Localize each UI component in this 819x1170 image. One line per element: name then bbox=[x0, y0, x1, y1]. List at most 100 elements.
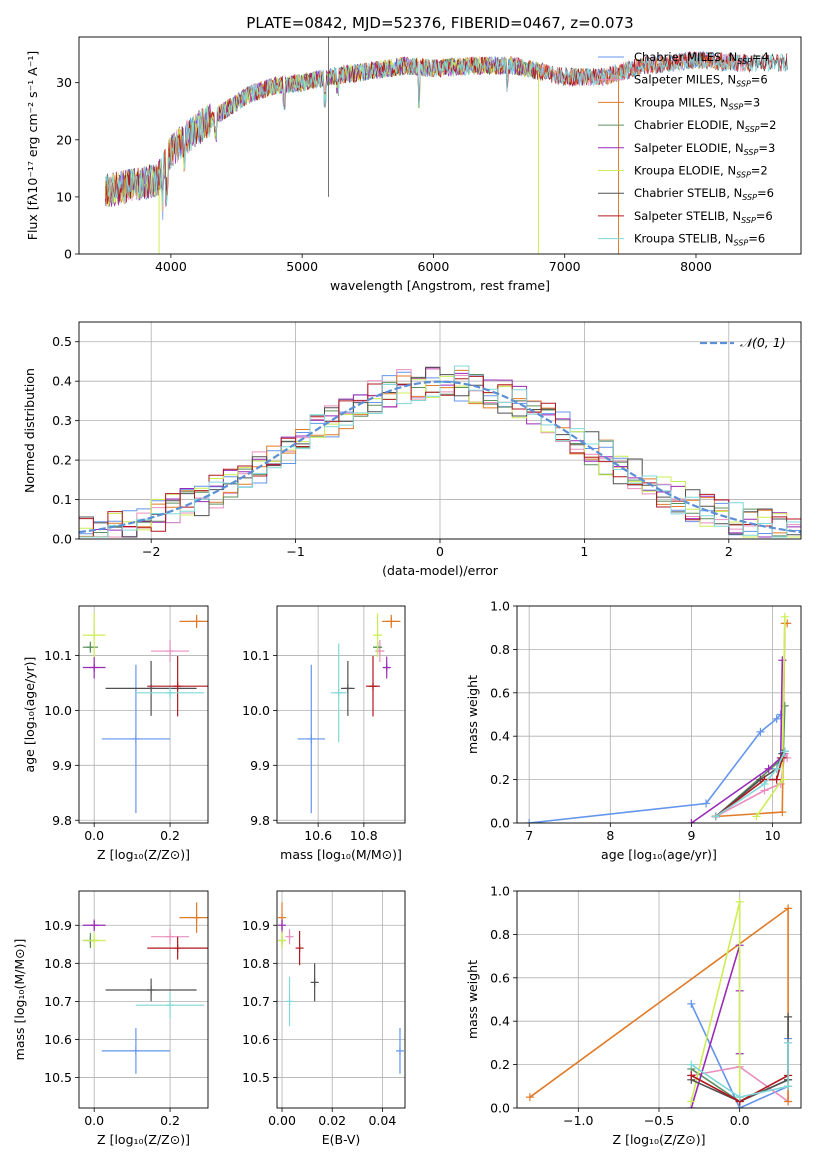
y-tick-label: 10.5 bbox=[242, 1070, 270, 1085]
x-tick-label: 10.8 bbox=[350, 828, 378, 843]
axes-frame bbox=[78, 36, 802, 255]
x-axis-label: (data-model)/error bbox=[382, 563, 499, 578]
axes-frame bbox=[78, 605, 209, 824]
x-tick-label: 0.02 bbox=[318, 1113, 346, 1128]
axes-frame bbox=[78, 321, 802, 540]
legend-label-sub: SSP bbox=[741, 216, 756, 225]
legend-label: Salpeter MILES, NSSP=6 bbox=[634, 73, 768, 89]
y-tick-label: 0.6 bbox=[490, 685, 510, 700]
x-tick-label: 0.00 bbox=[268, 1113, 296, 1128]
y-tick-label: 0.0 bbox=[52, 532, 72, 547]
x-tick-label: 4000 bbox=[155, 259, 187, 274]
y-tick-label: 0.4 bbox=[490, 729, 510, 744]
y-tick-label: 10.8 bbox=[242, 956, 270, 971]
y-tick-label: 10 bbox=[56, 189, 72, 204]
x-tick-label: 7 bbox=[525, 828, 533, 843]
y-tick-label: 10.9 bbox=[44, 918, 72, 933]
axes-residuals: −2 −1 0 1 2 0.0 0.1 0.2 0.3 0.4 0.5 (data-model)/er… bbox=[22, 321, 802, 578]
y-tick-label: 30 bbox=[56, 75, 72, 90]
legend-label: Chabrier MILES, NSSP=4 bbox=[634, 50, 769, 66]
y-tick-label: 9.8 bbox=[52, 813, 72, 828]
legend-label-tail: =3 bbox=[743, 95, 760, 109]
y-axis-label: mass weight bbox=[465, 675, 480, 754]
axes-spectrum: 4000 5000 6000 7000 8000 0 10 20 30 wavelength [A… bbox=[25, 14, 802, 293]
legend-label-base: Chabrier ELODIE, N bbox=[634, 118, 745, 132]
y-tick-label: 9.9 bbox=[52, 758, 72, 773]
plot-area bbox=[297, 613, 401, 814]
legend-label-gaussian: 𝒩(0, 1) bbox=[740, 335, 786, 350]
y-tick-label: 0.4 bbox=[490, 1014, 510, 1029]
x-tick-label: 0.0 bbox=[84, 828, 104, 843]
legend-label: Salpeter ELODIE, NSSP=3 bbox=[634, 141, 775, 157]
legend-label-tail: =2 bbox=[751, 164, 768, 178]
legend-label: Kroupa ELODIE, NSSP=2 bbox=[634, 164, 768, 180]
y-tick-label: 10.7 bbox=[44, 994, 72, 1009]
x-tick-label: 8000 bbox=[680, 259, 712, 274]
x-tick-label: 0.0 bbox=[84, 1113, 104, 1128]
plot-area bbox=[525, 612, 792, 823]
legend-label: Chabrier STELIB, NSSP=6 bbox=[634, 186, 774, 202]
legend-label-sub: SSP bbox=[734, 239, 749, 248]
y-tick-label: 0.1 bbox=[52, 492, 72, 507]
axes-frame bbox=[276, 605, 406, 824]
x-tick-label: 0.04 bbox=[368, 1113, 396, 1128]
y-tick-label: 10.7 bbox=[242, 994, 270, 1009]
plot-area bbox=[525, 897, 793, 1108]
legend-label-base: Chabrier MILES, N bbox=[634, 50, 737, 64]
x-tick-label: 0.2 bbox=[160, 828, 180, 843]
x-axis-label: Z [log₁₀(Z/Z⊙)] bbox=[97, 1132, 190, 1147]
legend-label-sub: SSP bbox=[742, 193, 757, 202]
y-tick-label: 0.2 bbox=[52, 453, 72, 468]
x-axis-label: E(B-V) bbox=[322, 1132, 361, 1147]
spectrum-series-line bbox=[104, 51, 788, 206]
y-tick-label: 10.6 bbox=[242, 1032, 270, 1047]
axes-frame bbox=[516, 605, 802, 824]
legend-label-sub: SSP bbox=[736, 171, 751, 180]
legend-label-tail: =6 bbox=[748, 232, 765, 246]
x-axis-label: Z [log₁₀(Z/Z⊙)] bbox=[97, 847, 190, 862]
x-tick-label: 0.0 bbox=[730, 1113, 750, 1128]
legend-label-tail: =3 bbox=[758, 141, 775, 155]
y-axis-label: age [log₁₀(age/yr)] bbox=[22, 657, 37, 773]
axes-mass_vs_Z: 0.0 0.2 10.5 10.6 10.7 10.8 10.9 Z [log₁₀(Z/Z⊙)… bbox=[12, 890, 209, 1147]
y-tick-label: 0.5 bbox=[52, 334, 72, 349]
y-axis-label: mass [log₁₀(M/M⊙)] bbox=[12, 939, 27, 1061]
legend-label-base: Salpeter MILES, N bbox=[634, 73, 736, 87]
y-tick-label: 0.4 bbox=[52, 374, 72, 389]
x-tick-label: 6000 bbox=[418, 259, 450, 274]
y-tick-label: 0.0 bbox=[490, 1101, 510, 1116]
axes-frame bbox=[276, 890, 406, 1109]
x-tick-label: 9 bbox=[687, 828, 695, 843]
weight-series-line bbox=[715, 705, 786, 818]
y-tick-label: 10.1 bbox=[44, 648, 72, 663]
y-tick-label: 0.2 bbox=[490, 772, 510, 787]
gaussian-curve bbox=[79, 380, 801, 534]
legend-label: Kroupa MILES, NSSP=3 bbox=[634, 95, 760, 111]
x-tick-label: 8 bbox=[606, 828, 614, 843]
chart-title: PLATE=0842, MJD=52376, FIBERID=0467, z=0… bbox=[246, 14, 633, 32]
y-tick-label: 10.0 bbox=[44, 703, 72, 718]
y-tick-label: 1.0 bbox=[490, 599, 510, 614]
legend-label-sub: SSP bbox=[736, 80, 751, 89]
x-tick-label: −1.0 bbox=[563, 1113, 593, 1128]
y-tick-label: 10.8 bbox=[44, 956, 72, 971]
x-tick-label: −2 bbox=[142, 544, 160, 559]
plot-area bbox=[278, 902, 404, 1074]
x-tick-label: 0.2 bbox=[160, 1113, 180, 1128]
legend-label-tail: =4 bbox=[752, 50, 769, 64]
y-tick-label: 0.6 bbox=[490, 970, 510, 985]
legend-label-sub: SSP bbox=[745, 125, 760, 134]
x-axis-label: wavelength [Angstrom, rest frame] bbox=[330, 278, 550, 293]
y-tick-label: 0.3 bbox=[52, 413, 72, 428]
y-axis-label: Normed distribution bbox=[22, 368, 37, 493]
y-axis-label: mass weight bbox=[465, 960, 480, 1039]
legend-label-base: Kroupa STELIB, N bbox=[634, 232, 734, 246]
axes-mass_vs_ebv: 0.00 0.02 0.04 10.5 10.6 10.7 10.8 10.9 E(B-V) bbox=[242, 890, 406, 1147]
y-tick-label: 0 bbox=[64, 247, 72, 262]
y-tick-label: 9.9 bbox=[250, 758, 270, 773]
y-axis-label: Flux [fλ10⁻¹⁷ erg cm⁻² s⁻¹ A⁻¹] bbox=[25, 51, 40, 240]
x-tick-label: 5000 bbox=[286, 259, 318, 274]
legend-label: Chabrier ELODIE, NSSP=2 bbox=[634, 118, 776, 134]
legend-label-tail: =2 bbox=[760, 118, 777, 132]
